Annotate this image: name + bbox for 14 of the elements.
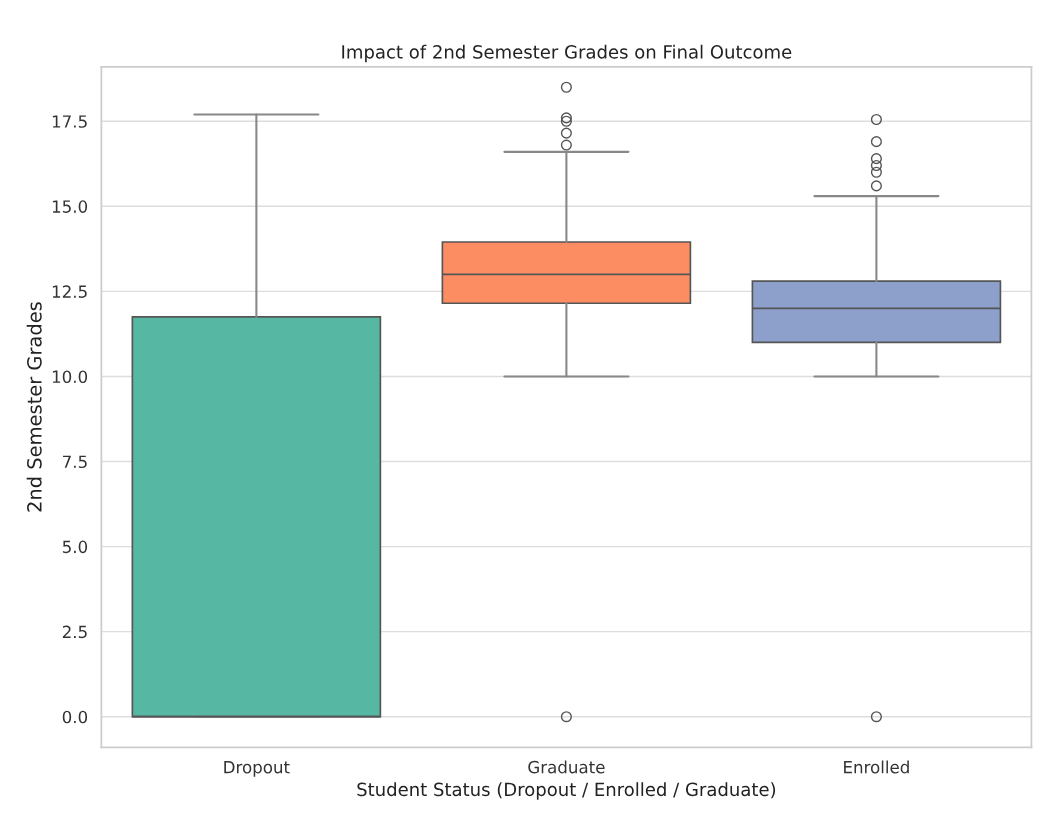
y-tick-label: 10.0 (52, 370, 88, 384)
x-tick-label: Enrolled (844, 760, 909, 774)
y-tick-label: 15.0 (52, 200, 88, 213)
y-tick-label: 12.5 (52, 285, 87, 298)
y-tick-label: 7.5 (63, 455, 87, 469)
chart-title: Impact of 2nd Semester Grades on Final Outcome (342, 44, 792, 63)
y-tick-label: 17.5 (52, 115, 87, 128)
y-axis-title: 2nd Semester Grades (26, 302, 42, 512)
y-tick-label: 0.0 (62, 710, 88, 724)
y-tick-label: 2.5 (62, 625, 87, 639)
x-tick-label: Dropout (224, 761, 290, 777)
x-tick-label: Graduate (528, 760, 605, 774)
y-tick-label: 5.0 (62, 540, 88, 554)
x-axis-title: Student Status (Dropout / Enrolled / Graduate) (357, 782, 776, 800)
